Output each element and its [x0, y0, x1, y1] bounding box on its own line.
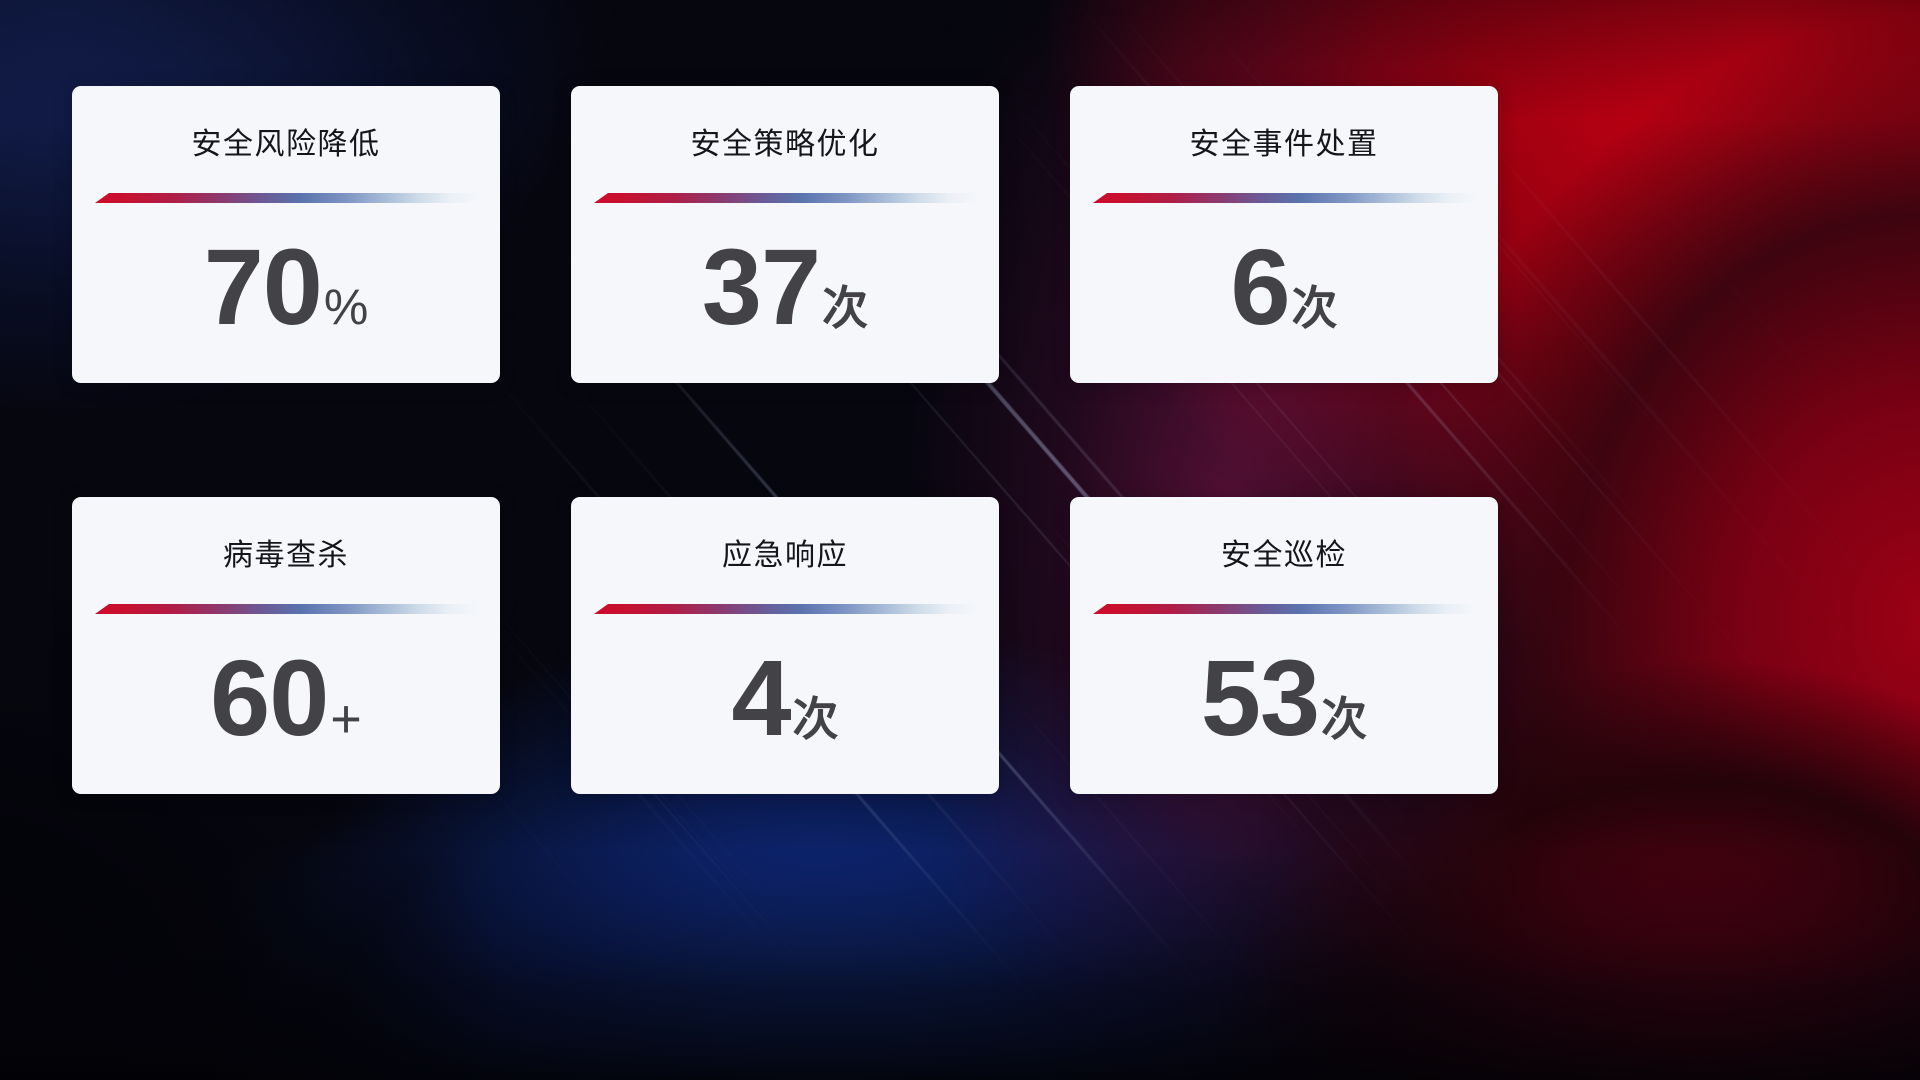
gradient-rule-icon: [1093, 604, 1475, 614]
metric-card[interactable]: 安全巡检 53 次: [1070, 497, 1498, 794]
metric-value: 37 次: [701, 226, 869, 348]
metric-title: 安全策略优化: [690, 128, 880, 161]
metric-number: 6: [1230, 226, 1290, 348]
background-vignette-bottom: [0, 850, 1920, 1080]
metric-unit: 次: [792, 693, 839, 746]
metric-value: 6 次: [1230, 226, 1338, 348]
metric-number: 37: [701, 226, 821, 348]
metric-value: 70 %: [203, 226, 369, 348]
metric-title: 安全事件处置: [1189, 128, 1379, 161]
gradient-rule-icon: [95, 604, 477, 614]
metric-unit: +: [330, 689, 362, 750]
metric-divider: [1093, 193, 1475, 203]
metric-number: 60: [210, 637, 329, 759]
gradient-rule-icon: [95, 193, 477, 203]
metric-card-grid: 安全风险降低 70 % 安全策略优化 37 次 安全事件处置: [72, 86, 1498, 794]
metric-card[interactable]: 安全事件处置 6 次: [1070, 86, 1498, 383]
metric-unit: 次: [1291, 282, 1338, 335]
metric-divider: [594, 604, 976, 614]
metric-title: 应急响应: [722, 539, 848, 572]
metric-unit: 次: [1321, 693, 1368, 746]
metric-card[interactable]: 安全风险降低 70 %: [72, 86, 500, 383]
metric-divider: [594, 193, 976, 203]
metric-title: 安全风险降低: [191, 128, 381, 161]
metric-card[interactable]: 安全策略优化 37 次: [571, 86, 999, 383]
metric-unit: 次: [822, 282, 869, 335]
metric-card[interactable]: 病毒查杀 60 +: [72, 497, 500, 794]
metric-value: 60 +: [210, 637, 362, 759]
gradient-rule-icon: [1093, 193, 1475, 203]
metric-value: 53 次: [1200, 637, 1368, 759]
metric-divider: [95, 193, 477, 203]
metric-title: 病毒查杀: [223, 539, 349, 572]
metric-number: 70: [203, 226, 323, 348]
metric-value: 4 次: [731, 637, 839, 759]
metric-number: 4: [731, 637, 791, 759]
metric-divider: [1093, 604, 1475, 614]
gradient-rule-icon: [594, 193, 976, 203]
gradient-rule-icon: [594, 604, 976, 614]
metric-card[interactable]: 应急响应 4 次: [571, 497, 999, 794]
metric-divider: [95, 604, 477, 614]
metric-unit: %: [323, 279, 369, 336]
metric-number: 53: [1200, 637, 1320, 759]
metric-title: 安全巡检: [1221, 539, 1347, 572]
